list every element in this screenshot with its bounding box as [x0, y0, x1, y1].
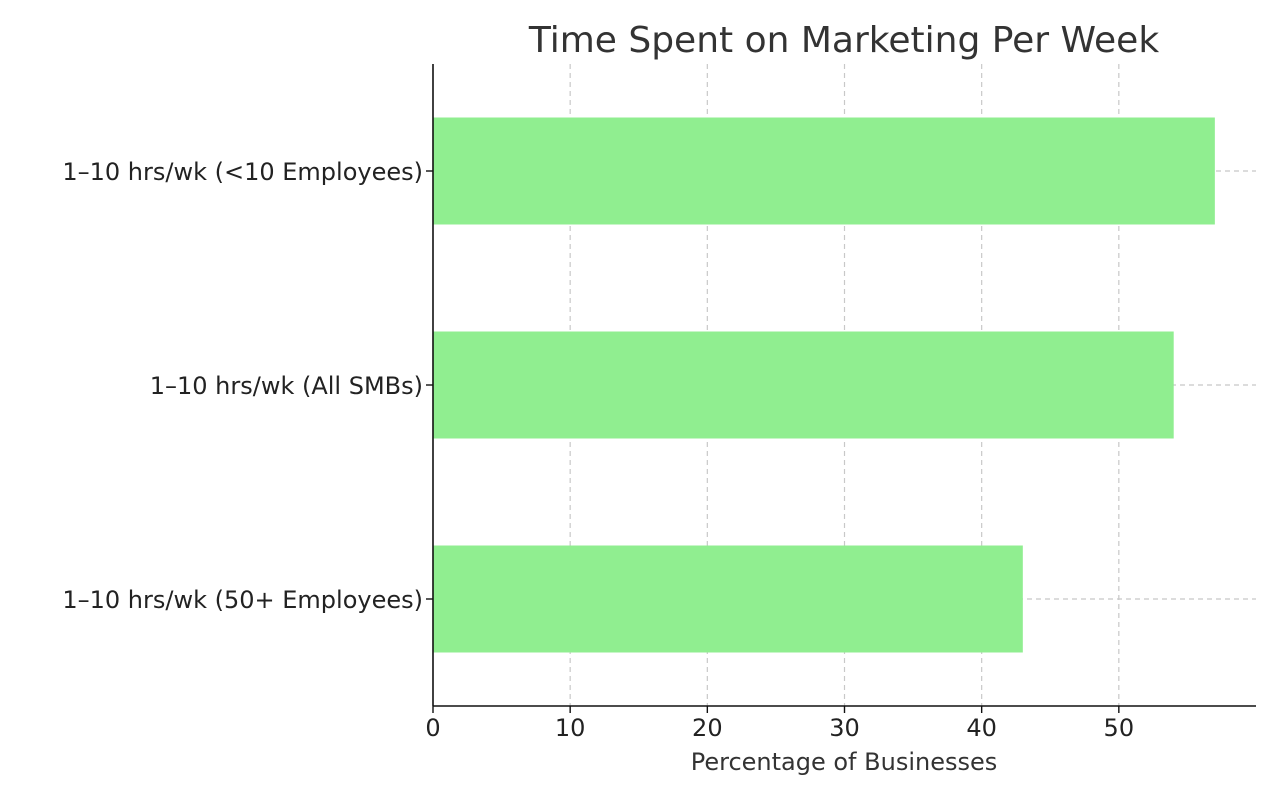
bar: [433, 545, 1023, 653]
chart-title: Time Spent on Marketing Per Week: [528, 20, 1160, 61]
y-ticks: 1–10 hrs/wk (<10 Employees) 1–10 hrs/wk (…: [62, 158, 433, 614]
x-axis-label: Percentage of Businesses: [691, 748, 998, 776]
x-tick-label: 50: [1104, 714, 1135, 742]
y-tick-label: 1–10 hrs/wk (All SMBs): [150, 372, 423, 400]
bars: [433, 117, 1215, 653]
x-tick-label: 0: [425, 714, 440, 742]
x-tick-label: 30: [829, 714, 860, 742]
bar: [433, 331, 1174, 439]
x-tick-label: 10: [555, 714, 586, 742]
y-tick-label: 1–10 hrs/wk (50+ Employees): [62, 586, 423, 614]
y-tick-label: 1–10 hrs/wk (<10 Employees): [62, 158, 423, 186]
bar: [433, 117, 1215, 225]
x-ticks: 0 10 20 30 40 50: [425, 706, 1134, 742]
x-tick-label: 40: [966, 714, 997, 742]
x-tick-label: 20: [692, 714, 723, 742]
